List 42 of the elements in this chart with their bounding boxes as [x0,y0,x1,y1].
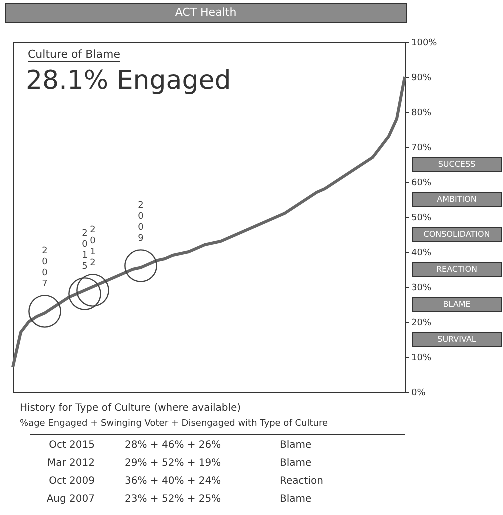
text: Mar 2012 [46,458,95,469]
y-tick-label: 50% [412,214,432,224]
y-tick-label: 60% [412,178,432,188]
y-tick-label: 40% [412,248,432,258]
series-label: 2012 [90,226,96,268]
y-tick-label: 20% [412,318,432,328]
y-tick-label: 80% [412,108,432,118]
y-tick-label: 100% [412,38,438,48]
text: Oct 2015 [48,440,95,451]
point [28,295,62,328]
text: 36% + 40% + 24% [125,476,222,487]
text: 23% + 52% + 25% [125,494,222,505]
text: Blame [280,458,312,469]
chart-title: ACT Health [5,3,407,23]
series-label: 2009 [138,201,144,244]
text: REACTION [412,262,502,277]
text: Culture of Blame [28,48,120,62]
series-label: 2015 [82,229,88,272]
point [68,278,102,310]
text: AMBITION [412,192,502,207]
text: Blame [280,440,312,451]
y-tick-label: 10% [412,354,432,364]
series-label: 2007 [42,246,48,290]
text: BLAME [412,297,502,312]
text: Aug 2007 [46,494,95,505]
y-tick-label: 90% [412,74,432,84]
text: History for Type of Culture (where available) [20,403,242,414]
text: Reaction [280,476,324,487]
point [124,250,158,282]
y-tick-label: 70% [412,144,432,154]
point [76,274,110,307]
text: SURVIVAL [412,332,502,347]
text: Oct 2009 [48,476,95,487]
text: %age Engaged + Swinging Voter + Disengaged with Type of Culture [20,419,328,429]
text: CONSOLIDATION [412,227,502,242]
text: Blame [280,494,312,505]
y-tick-label: 30% [412,284,432,294]
text: 29% + 52% + 19% [125,458,222,469]
text: 28% + 46% + 26% [125,440,222,451]
annotation: 28.1% Engaged [26,66,232,96]
y-tick-label: 0% [412,388,426,398]
text: SUCCESS [412,157,502,172]
